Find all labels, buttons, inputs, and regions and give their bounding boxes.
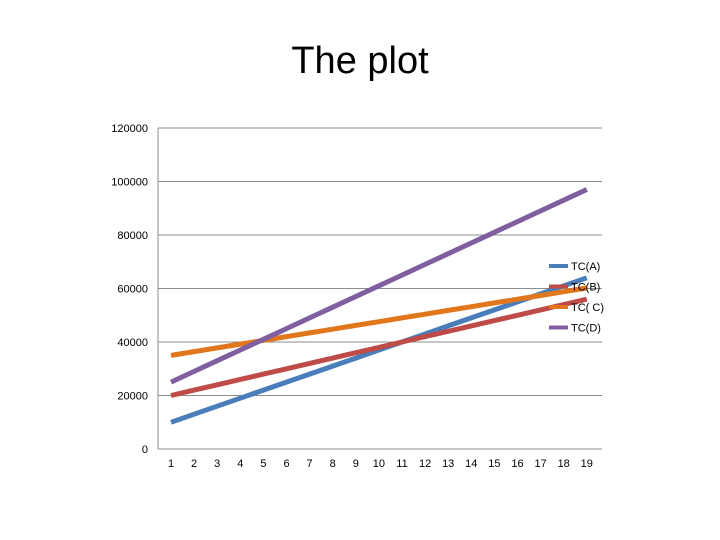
x-tick-label: 8 (330, 458, 336, 470)
x-tick-label: 11 (396, 458, 407, 470)
x-tick-label: 14 (465, 458, 477, 470)
y-tick-label: 60000 (117, 284, 148, 296)
x-tick-label: 4 (237, 458, 243, 470)
legend-label: TC(B) (571, 282, 600, 294)
series-line-2 (170, 296, 588, 398)
x-tick-label: 3 (214, 458, 220, 470)
x-tick-label: 13 (442, 458, 454, 470)
series-line-4 (169, 187, 588, 385)
y-tick-label: 120000 (111, 123, 148, 135)
x-tick-label: 10 (373, 458, 385, 470)
y-tick-label: 80000 (117, 230, 148, 242)
chart-title: The plot (291, 40, 429, 82)
legend-label: TC(A) (571, 261, 600, 273)
x-axis-ticks: 1 2 3 4 5 6 7 8 9 10 11 12 13 14 15 16 17 18 19 (168, 458, 593, 470)
y-axis-ticks: 0 20000 40000 60000 80000 100000 120000 (111, 123, 148, 456)
series-line-1 (170, 275, 588, 425)
series-line-3 (170, 285, 588, 358)
y-tick-label: 0 (142, 444, 148, 456)
gridlines (157, 127, 602, 450)
x-tick-label: 6 (283, 458, 289, 470)
x-tick-label: 18 (558, 458, 570, 470)
x-tick-label: 9 (353, 458, 359, 470)
y-tick-label: 100000 (111, 177, 148, 189)
x-tick-label: 16 (511, 458, 523, 470)
x-tick-label: 5 (260, 458, 266, 470)
legend-label: TC(D) (571, 323, 601, 335)
legend: TC(A) TC(B) TC( C) TC(D) (549, 261, 604, 335)
legend-label: TC( C) (571, 302, 604, 314)
series-lines (169, 187, 588, 425)
x-tick-label: 1 (168, 458, 174, 470)
x-tick-label: 19 (581, 458, 593, 470)
y-tick-label: 20000 (117, 391, 148, 403)
x-tick-label: 17 (534, 458, 546, 470)
x-tick-label: 7 (307, 458, 313, 470)
x-tick-label: 2 (191, 458, 197, 470)
y-tick-label: 40000 (117, 337, 148, 349)
x-tick-label: 12 (419, 458, 431, 470)
x-tick-label: 15 (488, 458, 500, 470)
